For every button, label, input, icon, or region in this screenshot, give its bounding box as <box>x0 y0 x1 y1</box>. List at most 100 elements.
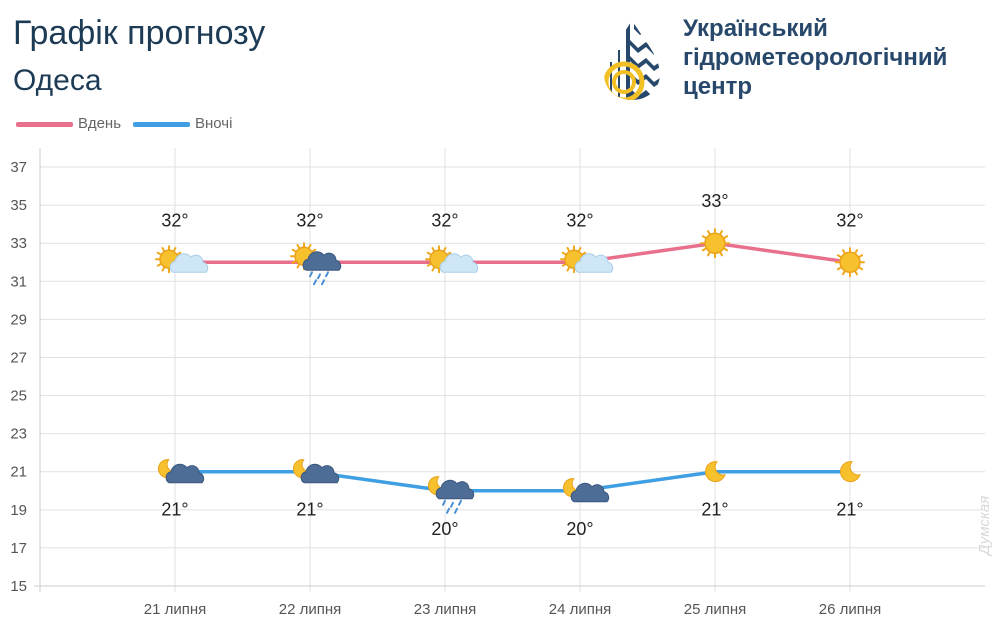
cloud-shape <box>165 463 205 484</box>
moon-cloud-icon <box>293 459 340 484</box>
rain-drop <box>321 279 325 286</box>
x-tick-label: 22 липня <box>279 601 342 618</box>
rain-drop <box>309 271 313 278</box>
day-temp-label: 32° <box>431 210 458 230</box>
sun-ray <box>842 249 846 254</box>
sun-ray <box>842 270 846 276</box>
x-tick-label: 21 липня <box>144 601 207 618</box>
sun-ray <box>296 244 300 249</box>
sun-ray <box>296 263 300 269</box>
sun-ray <box>156 251 162 256</box>
y-tick-label: 29 <box>10 311 27 328</box>
x-tick-label: 24 липня <box>549 601 612 618</box>
rain-drop <box>458 499 462 506</box>
sun-cloud-icon <box>155 245 209 274</box>
moon-icon <box>840 461 861 483</box>
moon-rain-icon <box>428 476 475 514</box>
cloud-shape <box>169 253 209 273</box>
y-tick-label: 17 <box>10 540 27 557</box>
sun-ray <box>854 270 858 276</box>
sun-ray <box>566 247 570 252</box>
day-temp-label: 32° <box>161 210 188 230</box>
sun-ray <box>308 244 312 249</box>
moon-shape <box>705 461 726 483</box>
night-temp-label: 21° <box>296 500 323 520</box>
y-tick-label: 21 <box>10 464 27 481</box>
sun-ray <box>719 230 723 235</box>
sun-rain-icon <box>290 242 342 286</box>
sun-icon <box>700 228 730 259</box>
y-tick-label: 15 <box>10 578 27 595</box>
sun-ray <box>707 230 711 235</box>
sun-ray <box>426 263 432 267</box>
sun-ray <box>443 247 447 252</box>
sun-ray <box>176 251 182 256</box>
sun-ray <box>836 266 842 271</box>
rain-drop <box>313 279 317 286</box>
legend-label-day: Вдень <box>78 115 122 132</box>
cloud-shape <box>435 479 475 500</box>
cloud-shape <box>574 253 614 273</box>
night-temp-label: 20° <box>431 519 458 539</box>
sun-ray <box>561 251 567 256</box>
sun-ray <box>723 247 729 252</box>
series-line-day <box>175 241 851 265</box>
cloud-shape <box>302 251 342 271</box>
city-name: Одеса <box>13 64 102 97</box>
day-temp-label: 33° <box>701 191 728 211</box>
organization-name: Український гідрометеорологічний центр <box>683 15 948 100</box>
sun-icon <box>835 247 865 278</box>
rain-drop <box>325 271 329 278</box>
day-temp-label: 32° <box>566 210 593 230</box>
y-tick-label: 33 <box>10 235 27 252</box>
sun-ray <box>858 254 864 258</box>
y-tick-label: 25 <box>10 388 27 405</box>
rain-drop <box>450 501 454 508</box>
sun-ray <box>719 251 723 257</box>
night-temp-label: 20° <box>566 519 593 539</box>
sun-ray <box>173 247 177 252</box>
moon-cloud-icon <box>563 478 610 503</box>
sun-ray <box>431 247 435 252</box>
sun-ray <box>723 235 729 239</box>
sun-ray <box>291 260 297 264</box>
page-title: Графік прогнозу <box>13 14 266 52</box>
rain-drop <box>446 507 450 514</box>
x-tick-label: 25 липня <box>684 601 747 618</box>
sun-ray <box>161 266 165 272</box>
y-tick-label: 23 <box>10 426 27 443</box>
sun-ray <box>156 263 162 267</box>
rain-drop <box>317 273 321 280</box>
sun-ray <box>581 251 587 256</box>
x-tick-label: 26 липня <box>819 601 882 618</box>
sun-ray <box>854 249 858 254</box>
organization-header: Український гідрометеорологічний центр <box>600 14 995 104</box>
sun-ray <box>578 247 582 252</box>
forecast-chart: 15 17 19 21 23 25 27 29 31 33 35 37 21 липня 22 липня… <box>10 148 985 618</box>
sun-ray <box>446 251 452 256</box>
series-line-night <box>175 469 850 493</box>
moon-cloud-icon <box>158 459 205 484</box>
sun-ray <box>701 247 707 252</box>
sun-ray <box>566 266 570 272</box>
y-tick-label: 35 <box>10 197 27 214</box>
sun-disc <box>839 251 861 274</box>
sun-disc <box>704 232 726 254</box>
night-temp-label: 21° <box>701 500 728 520</box>
legend-swatch-night <box>133 122 190 127</box>
sun-ray <box>311 248 317 253</box>
y-tick-label: 19 <box>10 502 27 519</box>
rain-drop <box>442 499 446 506</box>
sun-cloud-icon <box>425 245 479 274</box>
y-tick-label: 27 <box>10 349 27 366</box>
night-temp-label: 21° <box>836 500 863 520</box>
sun-ray <box>701 235 707 239</box>
legend-swatch-day <box>16 122 73 127</box>
sun-ray <box>426 251 432 256</box>
watermark: Думская <box>976 495 993 555</box>
cloud-shape <box>439 253 479 273</box>
cloud-shape <box>300 463 340 484</box>
sun-cloud-icon <box>560 245 614 274</box>
sun-ray <box>858 266 864 271</box>
x-tick-label: 23 липня <box>414 601 477 618</box>
